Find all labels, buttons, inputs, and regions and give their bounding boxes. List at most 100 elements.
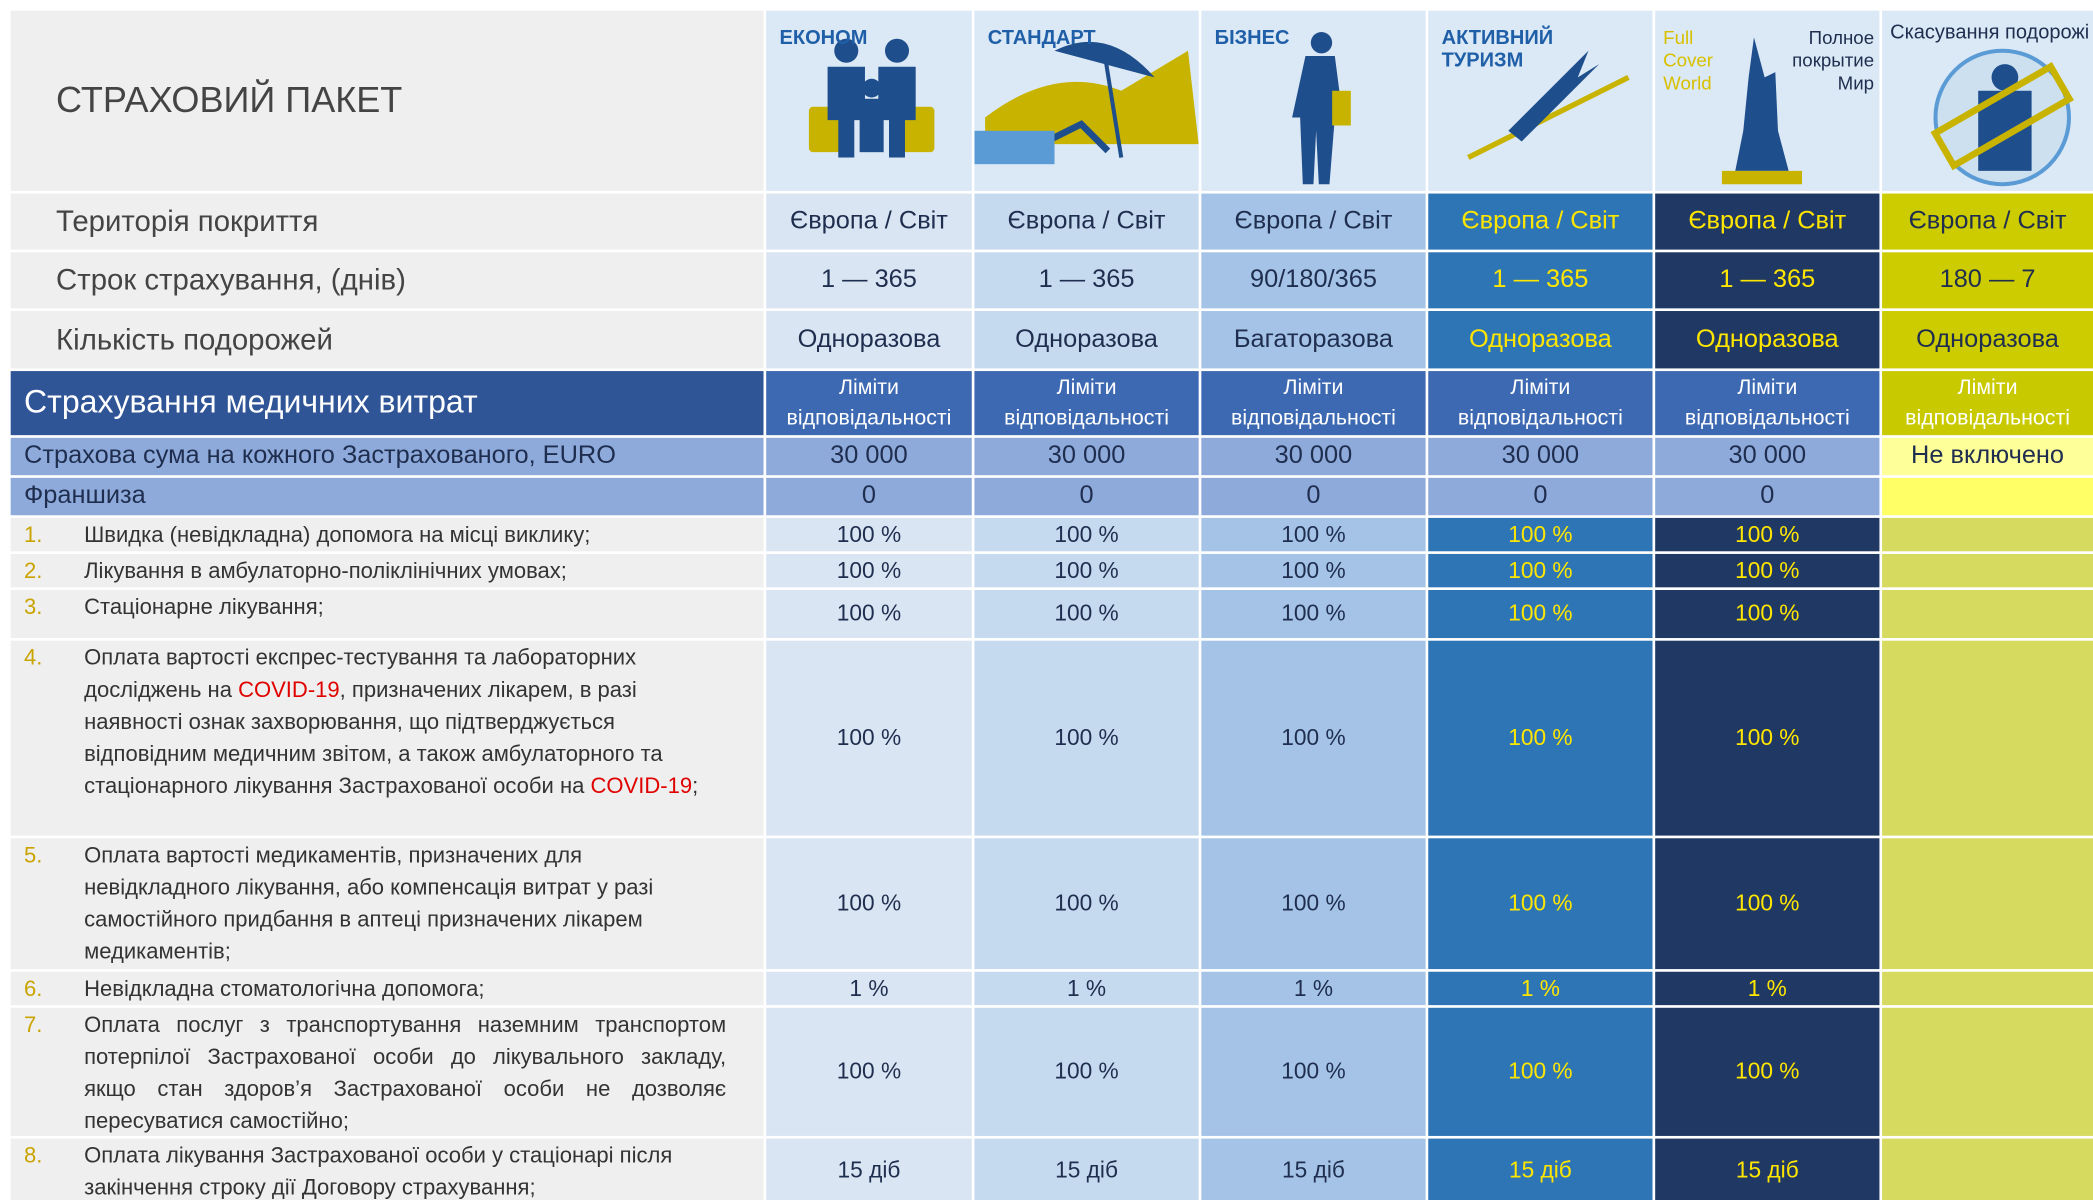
plan-name: ЕКОНОМ [779, 26, 868, 50]
column-header: Ліміти відповідальності [974, 371, 1199, 436]
item-value: 100 % [974, 517, 1199, 552]
row-value: 30 000 [1201, 437, 1426, 476]
item-value: 100 % [766, 1007, 972, 1136]
item-text: Швидка (невідкладна) допомога на місці в… [84, 519, 628, 551]
row-value: 30 000 [766, 437, 972, 476]
item-value: 100 % [1201, 838, 1426, 970]
item-value: 15 діб [1201, 1138, 1426, 1200]
item-value: 100 % [1428, 1007, 1653, 1136]
row-value: 1 — 365 [1428, 252, 1653, 309]
row-value: 30 000 [1428, 437, 1653, 476]
item-value: 1 % [1201, 971, 1426, 1006]
text-segment: COVID-19 [590, 774, 693, 799]
item-value: 100 % [1428, 838, 1653, 970]
item-value: 100 % [974, 640, 1199, 836]
row-value: 90/180/365 [1201, 252, 1426, 309]
item-label: 7. Оплата послуг з транспортування наземн… [10, 1007, 764, 1136]
column-header: Ліміти відповідальності [766, 371, 972, 436]
item-label: 4. Оплата вартості експрес-тестування та … [10, 640, 764, 836]
row-value: 0 [1201, 477, 1426, 516]
item-number: 1. [24, 523, 43, 548]
text-segment: ; [692, 774, 699, 799]
empty-cell [1882, 517, 2093, 552]
plan-name: СТАНДАРТ [987, 26, 1096, 50]
section-title: Страхування медичних витрат [10, 371, 764, 436]
item-text: Стаціонарне лікування; [84, 591, 361, 623]
row-value: Одноразова [766, 311, 972, 369]
text-segment: Оплата лікування Застрахованої особи у с… [84, 1143, 673, 1200]
item-value: 100 % [1428, 553, 1653, 588]
text-segment: Швидка (невідкладна) допомога на місці в… [84, 523, 591, 548]
item-value: 100 % [1655, 553, 1880, 588]
item-value: 100 % [1655, 838, 1880, 970]
row-label: Строк страхування, (днів) [10, 252, 764, 309]
row-value: 1 — 365 [766, 252, 972, 309]
item-value: 100 % [974, 553, 1199, 588]
row-value: Європа / Світ [1882, 193, 2093, 250]
item-value: 100 % [1201, 589, 1426, 639]
text-segment: Оплата вартості медикаментів, призначени… [84, 843, 654, 964]
item-text: Лікування в амбулаторно-поліклінічних ум… [84, 555, 604, 587]
column-header: Ліміти відповідальності [1428, 371, 1653, 436]
item-value: 100 % [1201, 640, 1426, 836]
column-header: Ліміти відповідальності [1655, 371, 1880, 436]
item-label: 5. Оплата вартості медикаментів, призначе… [10, 838, 764, 970]
plan-name: АКТИВНИЙ ТУРИЗМ [1441, 26, 1554, 73]
item-value: 100 % [1428, 589, 1653, 639]
item-value: 100 % [1428, 517, 1653, 552]
plan-name: БІЗНЕС [1214, 26, 1290, 50]
empty-cell [1882, 553, 2093, 588]
item-value: 100 % [1428, 640, 1653, 836]
row-value: Європа / Світ [1201, 193, 1426, 250]
title-cell: СТРАХОВИЙ ПАКЕТ [10, 10, 764, 191]
empty-cell [1882, 477, 2093, 516]
item-number: 2. [24, 559, 43, 584]
plan-icon [808, 38, 935, 158]
item-number: 7. [24, 1013, 43, 1038]
item-number: 3. [24, 595, 43, 620]
plan-name: Скасування подорожі [1890, 21, 2090, 45]
item-label: 1. Швидка (невідкладна) допомога на місці… [10, 517, 764, 552]
item-text: Невідкладна стоматологічна допомога; [84, 973, 522, 1005]
item-value: 15 діб [1655, 1138, 1880, 1200]
plan-name: Full Cover World [1663, 26, 1714, 94]
plan-icon [1930, 48, 2074, 187]
item-value: 100 % [766, 589, 972, 639]
item-value: 100 % [1201, 517, 1426, 552]
row-label: Франшиза [10, 477, 764, 516]
plan-header: СТАНДАРТ [974, 10, 1199, 191]
item-number: 4. [24, 646, 43, 671]
item-value: 100 % [766, 553, 972, 588]
row-value: Не включено [1882, 437, 2093, 476]
plan-icon [1721, 37, 1803, 185]
plan-header: Full Cover World Полное покрытие Мир [1655, 10, 1880, 191]
item-value: 15 діб [974, 1138, 1199, 1200]
item-value: 100 % [1655, 640, 1880, 836]
item-value: 1 % [1655, 971, 1880, 1006]
item-value: 100 % [1655, 589, 1880, 639]
column-header: Ліміти відповідальності [1201, 371, 1426, 436]
item-label: 3. Стаціонарне лікування; [10, 589, 764, 639]
empty-cell [1882, 1007, 2093, 1136]
row-value: 180 — 7 [1882, 252, 2093, 309]
plan-icon [974, 41, 1199, 165]
item-value: 100 % [1655, 517, 1880, 552]
item-value: 100 % [1655, 1007, 1880, 1136]
item-value: 100 % [974, 589, 1199, 639]
row-value: 1 — 365 [1655, 252, 1880, 309]
row-value: Одноразова [1428, 311, 1653, 369]
row-value: 30 000 [1655, 437, 1880, 476]
item-value: 15 діб [766, 1138, 972, 1200]
plan-icon [1292, 32, 1351, 185]
text-segment: Невідкладна стоматологічна допомога; [84, 977, 485, 1002]
item-text: Оплата лікування Застрахованої особи у с… [84, 1140, 763, 1200]
text-segment: Оплата вартості експрес-тестування та ла… [84, 646, 637, 703]
row-value: 0 [1655, 477, 1880, 516]
item-value: 100 % [766, 640, 972, 836]
row-label: Страхова сума на кожного Застрахованого,… [10, 437, 764, 476]
item-text: Оплата вартості експрес-тестування та ла… [84, 642, 763, 802]
plan-icon [1467, 50, 1630, 160]
item-value: 1 % [766, 971, 972, 1006]
item-label: 6. Невідкладна стоматологічна допомога; [10, 971, 764, 1006]
